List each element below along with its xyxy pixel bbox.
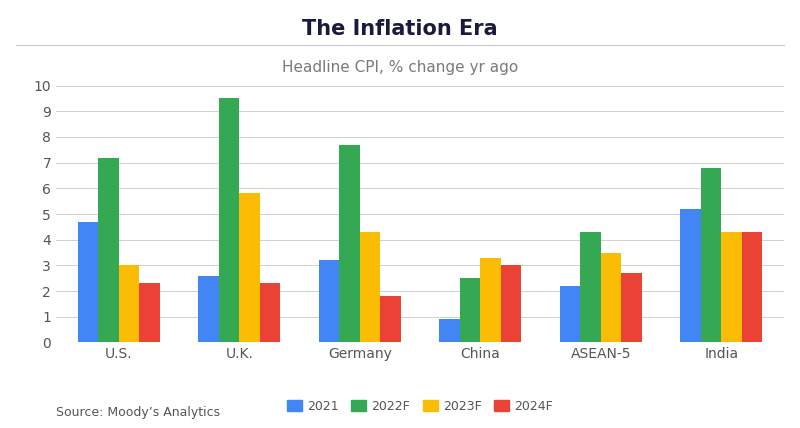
Bar [260, 283, 280, 342]
Bar [580, 232, 601, 342]
Bar [98, 158, 118, 342]
Bar [318, 260, 339, 342]
Bar [722, 232, 742, 342]
Text: Headline CPI, % change yr ago: Headline CPI, % change yr ago [282, 60, 518, 75]
Bar [339, 145, 360, 342]
Bar [78, 222, 98, 342]
Bar [218, 98, 239, 342]
Bar [701, 168, 722, 342]
Bar [239, 193, 260, 342]
Text: Source: Moody’s Analytics: Source: Moody’s Analytics [56, 407, 220, 419]
Bar [622, 273, 642, 342]
Bar [118, 265, 139, 342]
Bar [198, 276, 218, 342]
Bar [560, 286, 580, 342]
Bar [680, 209, 701, 342]
Legend: 2021, 2022F, 2023F, 2024F: 2021, 2022F, 2023F, 2024F [282, 395, 558, 418]
Bar [742, 232, 762, 342]
Text: The Inflation Era: The Inflation Era [302, 19, 498, 39]
Bar [139, 283, 160, 342]
Bar [439, 319, 460, 342]
Bar [501, 265, 522, 342]
Bar [360, 232, 380, 342]
Bar [380, 296, 401, 342]
Bar [460, 278, 480, 342]
Bar [601, 253, 622, 342]
Bar [480, 258, 501, 342]
